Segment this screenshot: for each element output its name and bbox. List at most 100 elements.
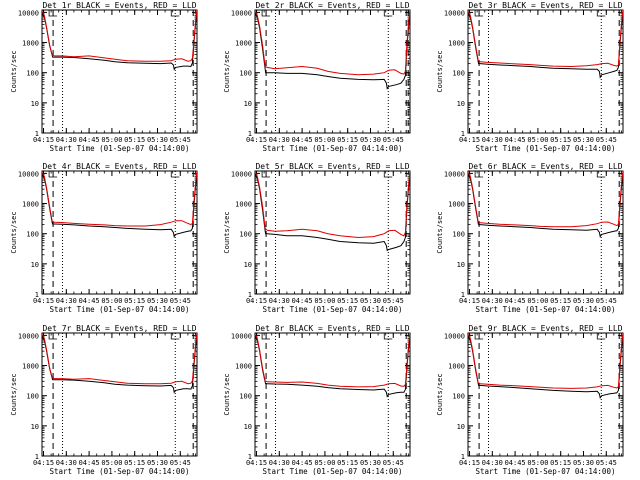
series-line-lld (468, 171, 623, 228)
series-line-events (255, 173, 410, 252)
plot-frame (41, 9, 198, 134)
x-tick-label: 04:30 (482, 459, 503, 467)
x-tick-label: 05:30 (573, 459, 594, 467)
x-tick-label: 04:45 (79, 136, 100, 144)
x-tick-label: 05:45 (170, 297, 191, 305)
chart-panel-9: Det 9r BLACK = Events, RED = LLD 1 10 100 10… (436, 324, 624, 476)
x-axis-label: Start Time (01-Sep-07 04:14:00) (476, 144, 616, 153)
x-tick-label: 05:30 (573, 297, 594, 305)
chart-panel-8: Det 8r BLACK = Events, RED = LLD 1 10 100 10… (223, 324, 411, 476)
x-tick-label: 05:45 (383, 136, 404, 144)
y-axis-label: Counts/sec (10, 373, 18, 415)
y-tick-label: 10 (457, 100, 465, 108)
x-tick-label: 04:45 (505, 297, 526, 305)
x-tick-label: 04:30 (56, 459, 77, 467)
y-tick-label: 10 (457, 423, 465, 431)
top-bracket-marker (596, 10, 606, 17)
chart-panel-7: Det 7r BLACK = Events, RED = LLD 1 10 100 10… (10, 324, 198, 476)
series-line-lld (255, 171, 410, 239)
x-tick-label: 04:45 (505, 136, 526, 144)
y-tick-label: 100 (26, 393, 39, 401)
series-line-lld (255, 10, 410, 76)
chart-title: Det 2r BLACK = Events, RED = LLD (255, 1, 409, 10)
x-tick-label: 04:30 (56, 297, 77, 305)
chart-title: Det 3r BLACK = Events, RED = LLD (468, 1, 622, 10)
y-tick-label: 1 (248, 130, 252, 138)
y-tick-label: 10 (31, 100, 39, 108)
x-tick-label: 04:15 (459, 136, 480, 144)
x-tick-label: 05:30 (147, 136, 168, 144)
y-tick-label: 1 (35, 453, 39, 461)
top-bracket-marker (383, 171, 393, 178)
top-bracket-marker (596, 333, 606, 340)
x-tick-label: 05:00 (101, 136, 122, 144)
x-tick-label: 04:30 (269, 459, 290, 467)
y-tick-label: 1 (35, 291, 39, 299)
x-tick-label: 04:15 (33, 459, 54, 467)
series-line-lld (42, 171, 197, 227)
y-tick-label: 10000 (231, 170, 252, 178)
y-tick-label: 100 (452, 231, 465, 239)
series-line-lld (468, 333, 623, 389)
top-bracket-marker (383, 10, 393, 17)
y-tick-label: 100 (239, 231, 252, 239)
y-tick-label: 100 (452, 393, 465, 401)
chart-title: Det 7r BLACK = Events, RED = LLD (42, 324, 196, 333)
series-line-lld (42, 10, 197, 62)
top-bracket-marker (474, 171, 484, 178)
y-tick-label: 1 (461, 291, 465, 299)
top-bracket-marker (261, 10, 271, 17)
x-tick-label: 05:00 (101, 297, 122, 305)
y-tick-label: 10000 (231, 9, 252, 17)
y-tick-label: 10 (244, 261, 252, 269)
x-tick-label: 04:30 (56, 136, 77, 144)
top-bracket-marker (170, 333, 180, 340)
x-tick-label: 04:15 (246, 297, 267, 305)
x-tick-label: 04:45 (79, 297, 100, 305)
y-tick-label: 1000 (448, 201, 465, 209)
y-tick-label: 10 (31, 423, 39, 431)
x-tick-label: 05:45 (170, 136, 191, 144)
x-tick-label: 05:30 (573, 136, 594, 144)
y-tick-label: 10 (31, 261, 39, 269)
chart-panel-1: Det 1r BLACK = Events, RED = LLD 1 10 100 10… (10, 1, 198, 153)
y-axis-label: Counts/sec (223, 373, 231, 415)
x-tick-label: 05:45 (596, 459, 617, 467)
chart-panel-2: Det 2r BLACK = Events, RED = LLD 1 10 100 10… (223, 1, 411, 153)
y-tick-label: 10000 (444, 9, 465, 17)
y-tick-label: 100 (239, 70, 252, 78)
y-tick-label: 1000 (22, 201, 39, 209)
x-tick-label: 05:00 (101, 459, 122, 467)
top-bracket-marker (48, 10, 58, 17)
top-bracket-marker (261, 333, 271, 340)
chart-title: Det 4r BLACK = Events, RED = LLD (42, 162, 196, 171)
x-tick-label: 04:15 (459, 459, 480, 467)
y-tick-label: 10 (244, 423, 252, 431)
x-tick-label: 05:15 (337, 459, 358, 467)
x-axis-label: Start Time (01-Sep-07 04:14:00) (50, 467, 190, 476)
series-line-events (468, 334, 623, 400)
y-tick-label: 1000 (22, 363, 39, 371)
x-tick-label: 04:30 (269, 297, 290, 305)
chart-title: Det 8r BLACK = Events, RED = LLD (255, 324, 409, 333)
x-tick-label: 05:00 (527, 459, 548, 467)
chart-panel-3: Det 3r BLACK = Events, RED = LLD 1 10 100 10… (436, 1, 624, 153)
x-axis-label: Start Time (01-Sep-07 04:14:00) (263, 467, 403, 476)
x-tick-label: 05:00 (314, 297, 335, 305)
y-tick-label: 10 (244, 100, 252, 108)
y-tick-label: 1 (461, 453, 465, 461)
top-bracket-marker (474, 333, 484, 340)
y-tick-label: 1 (248, 291, 252, 299)
y-tick-label: 100 (26, 231, 39, 239)
x-tick-label: 04:30 (482, 297, 503, 305)
x-tick-label: 05:00 (527, 297, 548, 305)
x-tick-label: 04:45 (79, 459, 100, 467)
y-tick-label: 10000 (18, 9, 39, 17)
x-tick-label: 05:00 (314, 136, 335, 144)
top-bracket-marker (383, 333, 393, 340)
x-axis-label: Start Time (01-Sep-07 04:14:00) (50, 144, 190, 153)
chart-title: Det 1r BLACK = Events, RED = LLD (42, 1, 196, 10)
x-tick-label: 04:45 (505, 459, 526, 467)
x-tick-label: 05:45 (596, 136, 617, 144)
